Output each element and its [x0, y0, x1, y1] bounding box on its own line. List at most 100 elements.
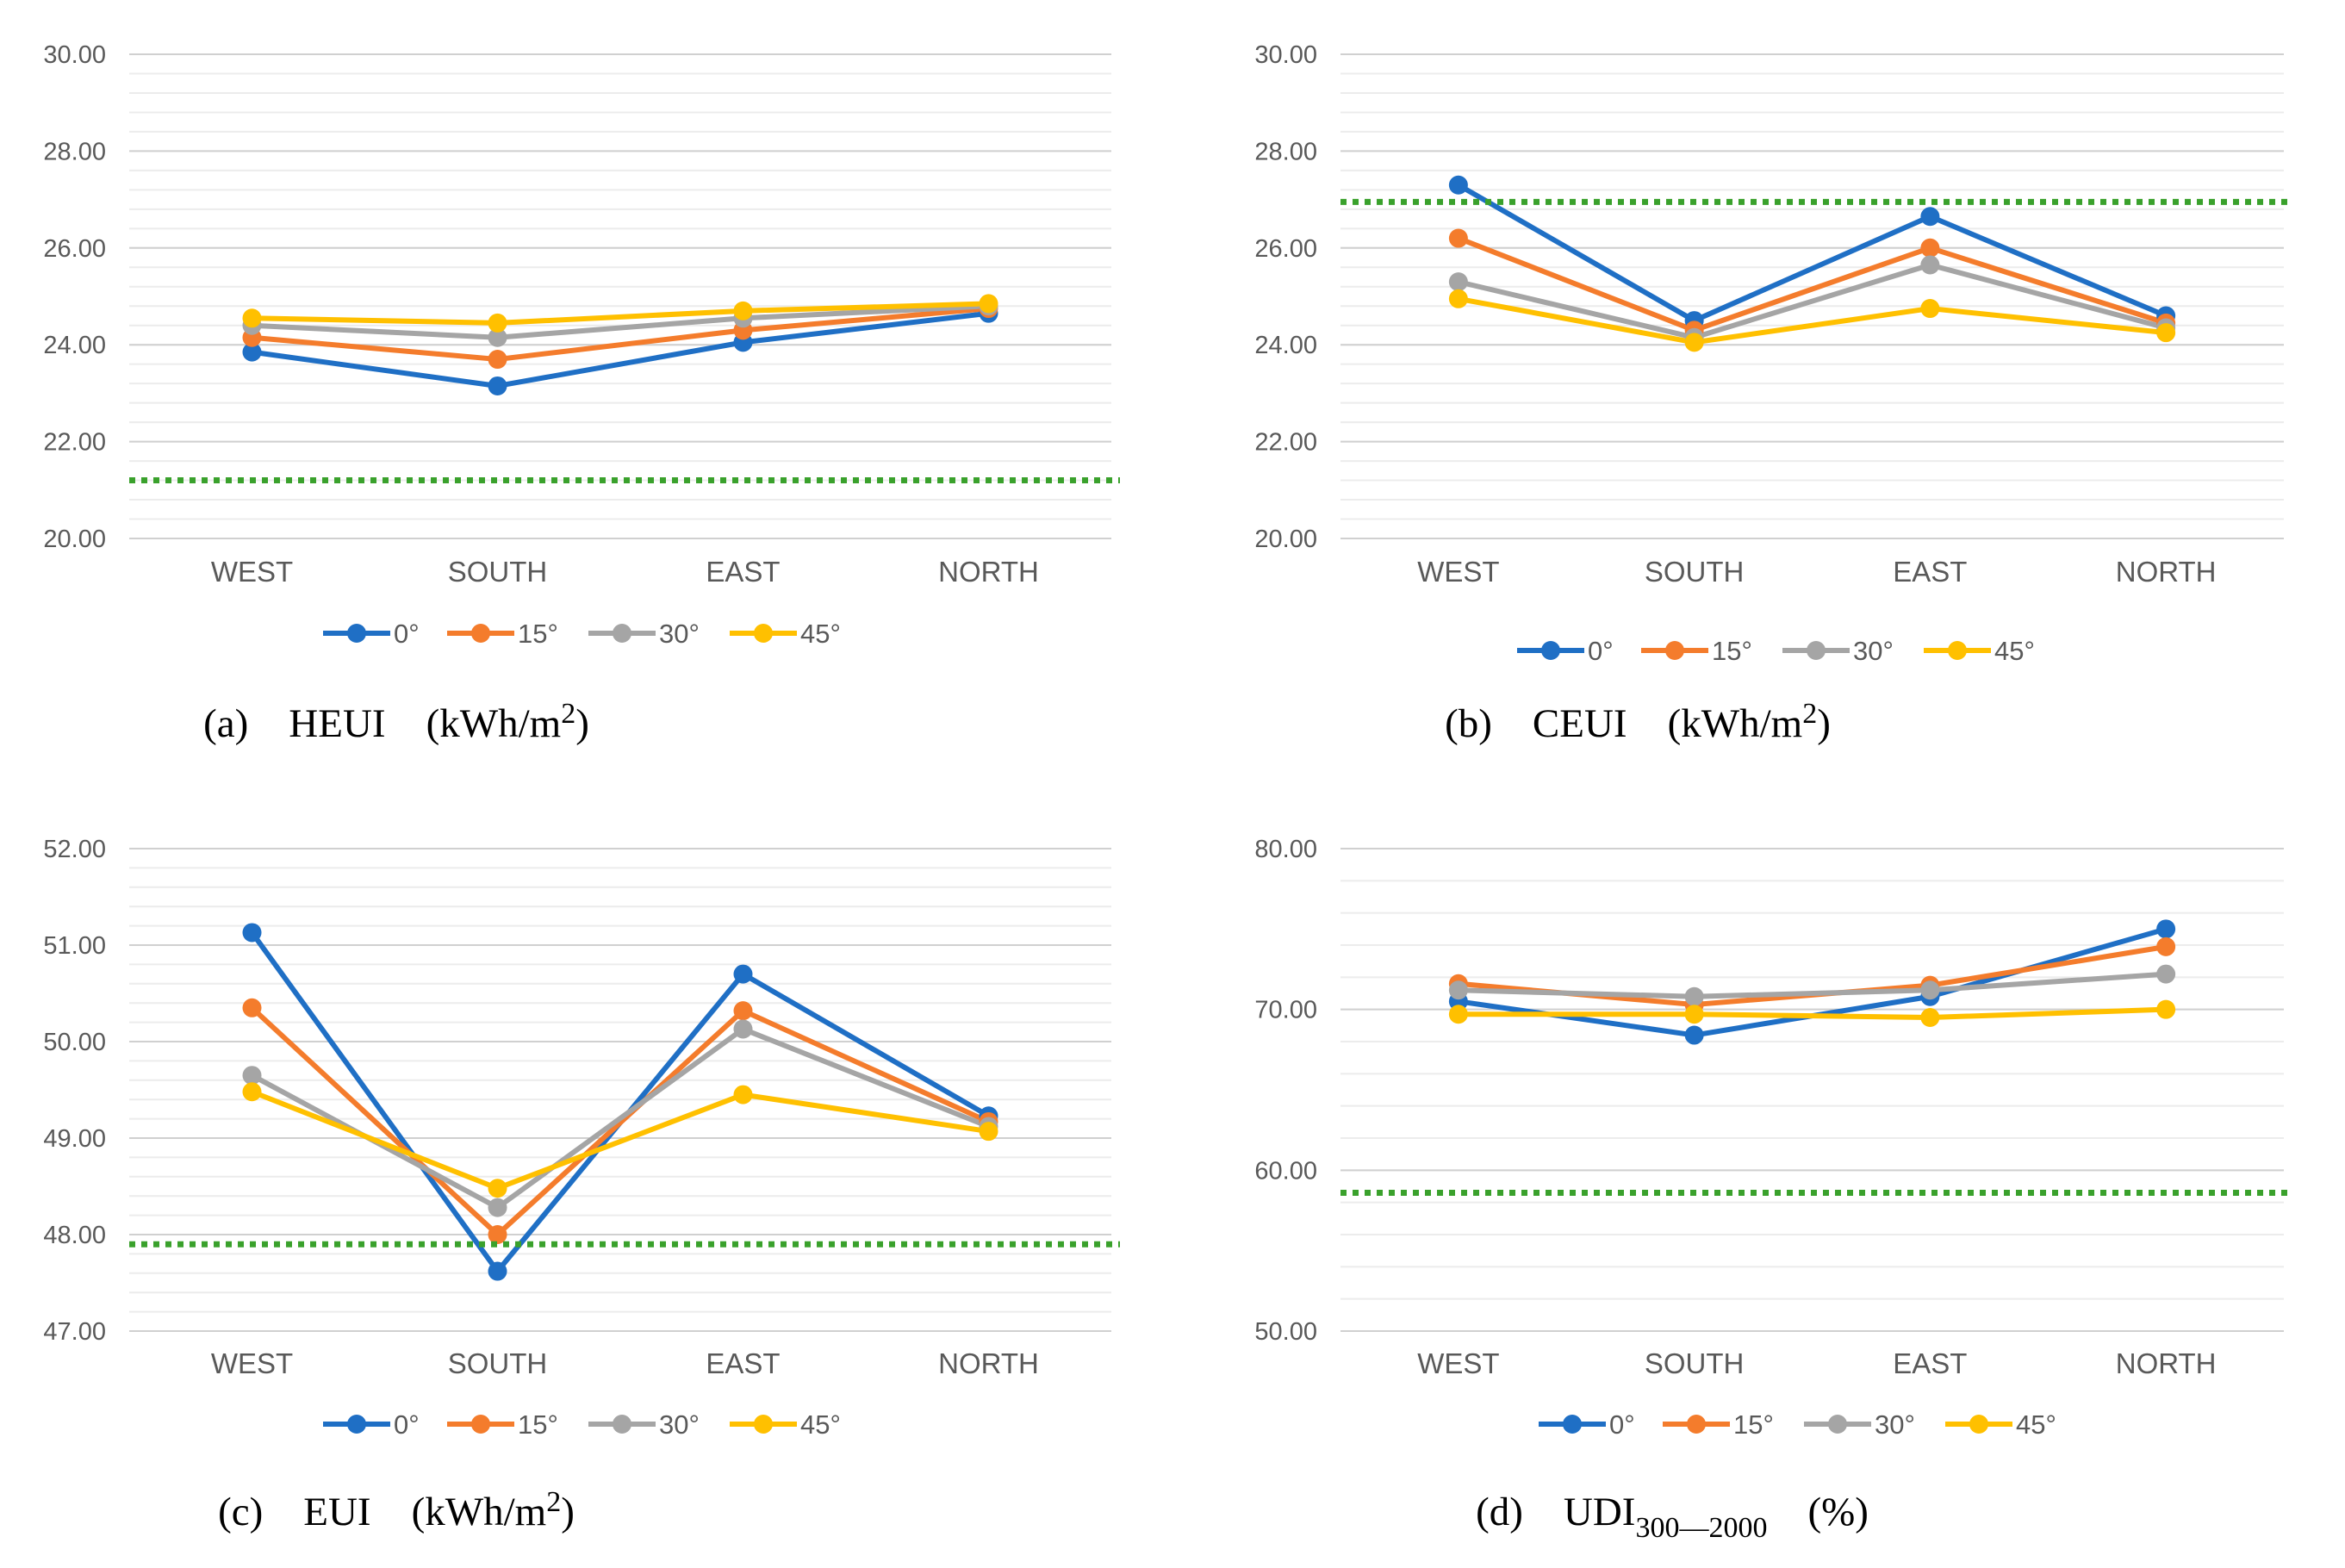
- x-tick-label: NORTH: [2116, 556, 2217, 588]
- legend-label: 45°: [2016, 1409, 2056, 1440]
- x-tick-label: NORTH: [938, 1347, 1039, 1379]
- y-tick-label: 28.00: [43, 138, 106, 165]
- data-point: [733, 1001, 753, 1021]
- y-tick-label: 22.00: [1254, 429, 1317, 457]
- series-line: [252, 301, 989, 326]
- legend-swatch-marker: [613, 624, 631, 643]
- legend-swatch-marker: [1541, 641, 1560, 660]
- x-tick-label: EAST: [1893, 556, 1967, 588]
- data-point: [242, 308, 262, 328]
- data-point: [242, 1082, 262, 1102]
- legend-label: 45°: [1994, 636, 2035, 666]
- y-tick-label: 24.00: [43, 332, 106, 359]
- data-point: [2156, 999, 2176, 1019]
- data-point: [733, 964, 753, 984]
- chart-caption: (a) HEUI (kWh/m2): [203, 698, 589, 746]
- x-tick-label: SOUTH: [448, 1347, 548, 1379]
- x-tick-label: EAST: [1893, 1347, 1967, 1379]
- legend-label: 45°: [800, 619, 841, 649]
- legend-swatch-marker: [471, 1415, 490, 1434]
- chart-panel-heui: 20.00 22.00 24.00 26.00 28.00 30.00 WEST SOUTH E…: [0, 0, 1172, 784]
- chart-svg: 20.00 22.00 24.00 26.00 28.00 30.00 WEST SOUTH E…: [1254, 41, 2292, 746]
- legend-swatch-marker: [754, 624, 773, 643]
- y-tick-label: 60.00: [1254, 1157, 1317, 1185]
- y-tick-label: 50.00: [43, 1029, 106, 1056]
- data-point: [733, 1085, 753, 1104]
- legend-label: 30°: [659, 619, 700, 649]
- y-tick-label: 26.00: [43, 235, 106, 263]
- x-tick-label: EAST: [706, 556, 780, 588]
- series-line: [1457, 183, 2168, 324]
- legend-label: 0°: [1588, 636, 1614, 666]
- series-line: [251, 1089, 989, 1192]
- x-tick-label: WEST: [1417, 556, 1499, 588]
- legend-swatch-marker: [1687, 1415, 1706, 1434]
- data-point: [242, 923, 262, 943]
- data-point: [488, 1225, 507, 1244]
- y-tick-label: 26.00: [1254, 235, 1317, 263]
- data-point: [1920, 238, 1940, 258]
- x-tick-label: WEST: [211, 556, 293, 588]
- series-line: [1458, 971, 2167, 999]
- series-line: [1458, 1006, 2167, 1020]
- data-point: [1920, 980, 1940, 1000]
- data-point: [1920, 299, 1940, 319]
- data-point: [2156, 323, 2176, 343]
- legend-label: 15°: [518, 619, 558, 649]
- data-point: [979, 1122, 998, 1142]
- y-tick-label: 70.00: [1254, 997, 1317, 1024]
- chart-caption: (b) CEUI (kWh/m2): [1445, 698, 1831, 746]
- y-tick-label: 28.00: [1254, 138, 1317, 165]
- y-tick-label: 30.00: [43, 41, 106, 69]
- legend-label: 15°: [1733, 1409, 1774, 1440]
- data-point: [1920, 207, 1940, 227]
- data-point: [733, 1019, 753, 1039]
- data-point: [1448, 228, 1468, 248]
- x-tick-label: SOUTH: [1645, 1347, 1745, 1379]
- legend-swatch-marker: [347, 624, 366, 643]
- legend-swatch-marker: [347, 1415, 366, 1434]
- chart-caption: (c) EUI (kWh/m2): [218, 1486, 575, 1534]
- legend-swatch-marker: [1563, 1415, 1582, 1434]
- y-tick-label: 49.00: [43, 1125, 106, 1153]
- series-line: [252, 303, 989, 340]
- legend-swatch-marker: [754, 1415, 773, 1434]
- legend-swatch-marker: [613, 1415, 631, 1434]
- data-point: [733, 301, 753, 320]
- data-point: [1448, 1005, 1468, 1024]
- y-tick-label: 24.00: [1254, 332, 1317, 359]
- y-tick-label: 22.00: [43, 429, 106, 457]
- legend-swatch-marker: [1828, 1415, 1847, 1434]
- y-tick-label: 50.00: [1254, 1318, 1317, 1346]
- legend-label: 30°: [1853, 636, 1894, 666]
- chart-svg: 47.00 48.00 49.00 50.00 51.00 52.00 WEST SOUTH E…: [43, 836, 1120, 1534]
- x-tick-label: EAST: [706, 1347, 780, 1379]
- series-line: [250, 1005, 990, 1237]
- data-point: [2156, 964, 2176, 984]
- data-point: [1684, 986, 1704, 1006]
- data-point: [1448, 289, 1468, 308]
- y-tick-label: 48.00: [43, 1222, 106, 1249]
- data-point: [488, 350, 507, 370]
- data-point: [242, 998, 262, 1017]
- x-tick-label: NORTH: [2116, 1347, 2217, 1379]
- series-line: [252, 310, 989, 389]
- series-line: [1458, 296, 2167, 345]
- legend-label: 0°: [394, 619, 420, 649]
- y-tick-label: 30.00: [1254, 41, 1317, 69]
- legend-label: 0°: [394, 1409, 420, 1440]
- y-tick-label: 47.00: [43, 1318, 106, 1346]
- chart-panel-udi: 50.00 60.00 70.00 80.00 WEST SOUTH EAST NORTH 0°…: [1172, 784, 2345, 1568]
- data-point: [488, 376, 507, 395]
- legend-label: 30°: [1875, 1409, 1915, 1440]
- data-point: [1448, 980, 1468, 1000]
- legend-swatch-marker: [1969, 1415, 1988, 1434]
- data-point: [1684, 1005, 1704, 1024]
- chart-svg: 20.00 22.00 24.00 26.00 28.00 30.00 WEST SOUTH E…: [43, 41, 1120, 746]
- data-point: [488, 327, 507, 347]
- legend-label: 15°: [1712, 636, 1752, 666]
- data-point: [488, 1261, 507, 1281]
- chart-caption: (d) UDI300—2000 (%): [1476, 1490, 1869, 1544]
- legend-label: 45°: [800, 1409, 841, 1440]
- data-point: [1448, 272, 1468, 292]
